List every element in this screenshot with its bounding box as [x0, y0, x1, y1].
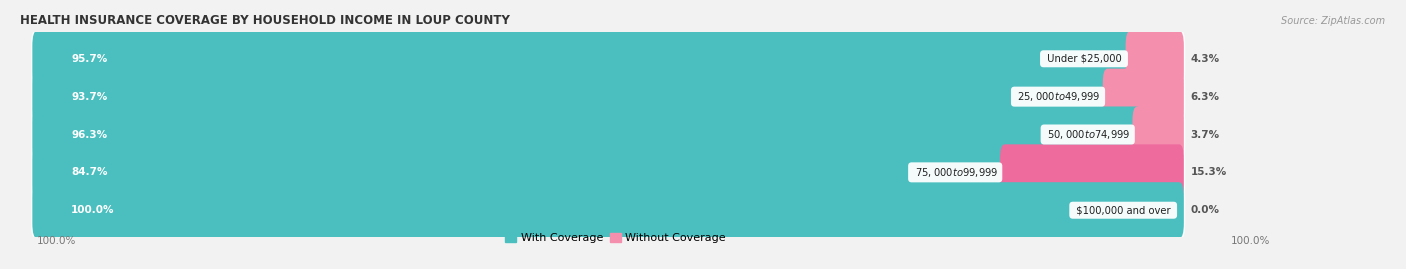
- Text: 100.0%: 100.0%: [1232, 236, 1271, 246]
- Text: 0.0%: 0.0%: [1191, 205, 1220, 215]
- FancyBboxPatch shape: [1000, 144, 1184, 200]
- Text: 96.3%: 96.3%: [72, 129, 107, 140]
- FancyBboxPatch shape: [32, 107, 1142, 162]
- FancyBboxPatch shape: [32, 182, 1184, 238]
- Text: 3.7%: 3.7%: [1191, 129, 1220, 140]
- Text: Under $25,000: Under $25,000: [1043, 54, 1125, 64]
- Legend: With Coverage, Without Coverage: With Coverage, Without Coverage: [501, 228, 730, 247]
- Text: $75,000 to $99,999: $75,000 to $99,999: [911, 166, 998, 179]
- Text: 100.0%: 100.0%: [37, 236, 76, 246]
- FancyBboxPatch shape: [1102, 69, 1184, 125]
- FancyBboxPatch shape: [32, 69, 1184, 125]
- Text: $100,000 and over: $100,000 and over: [1073, 205, 1174, 215]
- Text: 100.0%: 100.0%: [72, 205, 115, 215]
- FancyBboxPatch shape: [32, 144, 1184, 200]
- FancyBboxPatch shape: [32, 182, 1184, 238]
- Text: 95.7%: 95.7%: [72, 54, 107, 64]
- Text: $50,000 to $74,999: $50,000 to $74,999: [1045, 128, 1132, 141]
- Text: 4.3%: 4.3%: [1191, 54, 1220, 64]
- FancyBboxPatch shape: [32, 69, 1112, 125]
- Text: Source: ZipAtlas.com: Source: ZipAtlas.com: [1281, 16, 1385, 26]
- Text: 6.3%: 6.3%: [1191, 92, 1220, 102]
- FancyBboxPatch shape: [1132, 107, 1184, 162]
- Text: HEALTH INSURANCE COVERAGE BY HOUSEHOLD INCOME IN LOUP COUNTY: HEALTH INSURANCE COVERAGE BY HOUSEHOLD I…: [20, 14, 509, 27]
- FancyBboxPatch shape: [32, 31, 1184, 87]
- Text: $25,000 to $49,999: $25,000 to $49,999: [1015, 90, 1102, 103]
- Text: 84.7%: 84.7%: [72, 167, 108, 177]
- FancyBboxPatch shape: [32, 144, 1010, 200]
- FancyBboxPatch shape: [32, 107, 1184, 162]
- Text: 93.7%: 93.7%: [72, 92, 107, 102]
- FancyBboxPatch shape: [1126, 31, 1184, 87]
- FancyBboxPatch shape: [32, 31, 1135, 87]
- Text: 15.3%: 15.3%: [1191, 167, 1227, 177]
